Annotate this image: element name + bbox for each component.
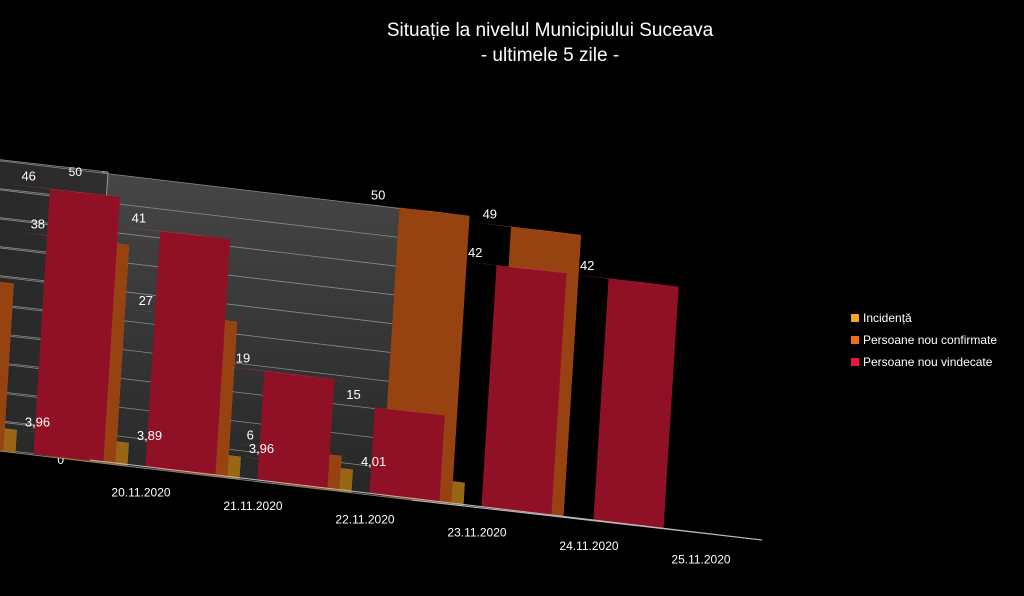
x-tick-label: 20.11.2020	[111, 486, 170, 500]
bar-top-face	[332, 402, 445, 416]
x-tick-label: 22.11.2020	[335, 512, 394, 526]
bar-side-face	[593, 278, 679, 529]
y-tick-label: 0	[57, 453, 64, 467]
data-label: 15	[346, 387, 360, 402]
data-label: 46	[21, 169, 35, 184]
y-tick-label: 50	[69, 165, 83, 179]
x-axis-line	[89, 459, 763, 541]
bar	[221, 366, 335, 489]
legend-label: Persoane nou confirmate	[863, 333, 998, 347]
legend-label: Incidență	[863, 311, 912, 325]
legend-item: Incidență	[851, 307, 997, 329]
gridline	[0, 449, 413, 501]
bar-side-face	[0, 281, 14, 451]
data-label: 27	[139, 293, 153, 308]
data-label: 41	[132, 211, 146, 226]
data-label: 42	[580, 258, 594, 273]
floor-edge-line	[411, 499, 763, 541]
legend-item: Persoane nou vindecate	[851, 351, 997, 373]
chart-subtitle: - ultimele 5 zile -	[480, 45, 620, 66]
data-label: 6	[247, 427, 254, 442]
bar	[566, 273, 679, 529]
data-label: 4,01	[361, 454, 386, 469]
data-label: 19	[236, 351, 250, 366]
legend-label: Persoane nou vindecate	[863, 355, 993, 369]
data-label: 49	[483, 206, 497, 221]
data-label: 42	[468, 245, 482, 260]
data-label: 50	[371, 187, 385, 202]
bar-top-face	[454, 260, 567, 274]
bar	[7, 183, 120, 462]
gridline	[0, 188, 429, 242]
bar-top-face	[7, 183, 120, 197]
bar-top-face	[566, 273, 679, 287]
bar	[332, 402, 445, 502]
bar-side-face	[145, 231, 231, 476]
bar-top-face	[356, 202, 470, 216]
legend-swatch	[851, 336, 859, 344]
x-tick-label: 25.11.2020	[671, 552, 730, 566]
bar-top-face	[221, 366, 335, 380]
chart-title: Situație la nivelul Municipiului Suceava	[386, 20, 714, 41]
data-label: 3,96	[249, 441, 274, 456]
data-label: 3,89	[137, 428, 162, 443]
data-label: 3,96	[25, 415, 50, 430]
chart-legend: Incidență Persoane nou confirmate Persoane…	[851, 307, 997, 373]
bar	[454, 260, 567, 516]
x-tick-label: 23.11.2020	[447, 526, 506, 540]
bar-top-face	[0, 427, 17, 430]
x-tick-label: 21.11.2020	[223, 499, 282, 513]
bar-top-face	[117, 226, 231, 240]
bar-side-face	[481, 265, 567, 516]
bar-top-face	[0, 281, 14, 284]
bar-side-face	[257, 371, 335, 489]
gridline	[0, 159, 431, 213]
legend-swatch	[851, 358, 859, 366]
legend-swatch	[851, 314, 859, 322]
data-label: 38	[31, 217, 45, 232]
bar-top-face	[468, 221, 581, 235]
legend-item: Persoane nou confirmate	[851, 329, 997, 351]
bar	[0, 281, 14, 451]
bar-side-face	[33, 189, 120, 462]
bar-side-face	[369, 407, 445, 502]
bar	[117, 226, 231, 476]
x-tick-label: 24.11.2020	[559, 539, 618, 553]
